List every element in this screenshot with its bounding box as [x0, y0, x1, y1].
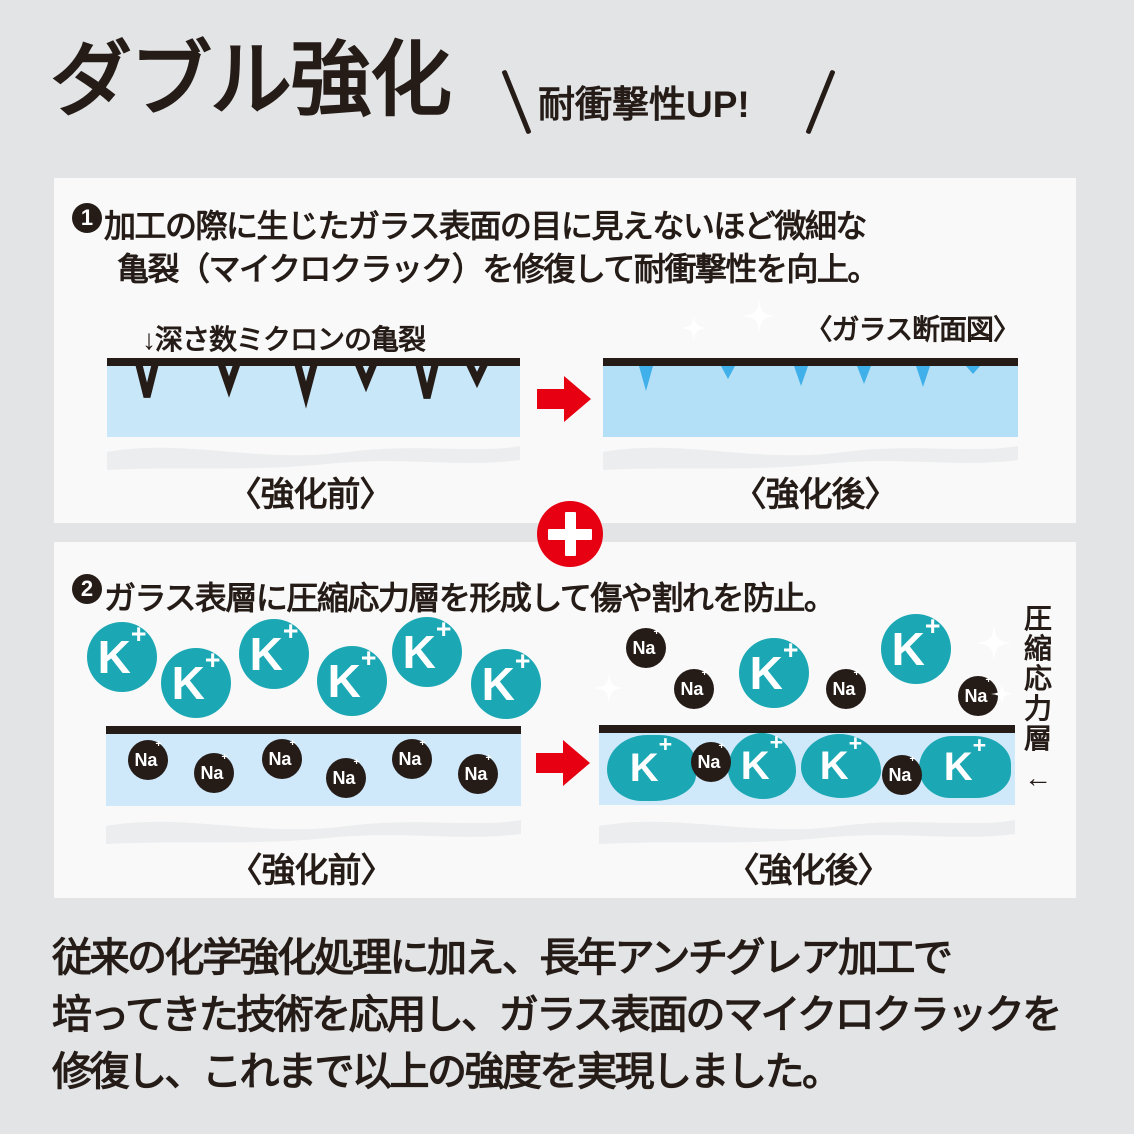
k-ion: K + [881, 613, 951, 684]
sparkle-icon [742, 299, 776, 333]
step-1-heading-line1: 加工の際に生じたガラス表面の目に見えないほど微細な [104, 208, 867, 244]
glass-wave [106, 820, 521, 844]
k-ion-blob: K + [606, 732, 696, 801]
arrow-right-icon [536, 740, 590, 786]
caption-before: 〈強化前〉 [227, 476, 394, 514]
sparkle-icon [594, 673, 624, 703]
na-ion: Na + [262, 738, 302, 779]
k-ion: K + [317, 645, 387, 716]
na-ion: Na + [826, 668, 866, 709]
step-2-heading-line1: ガラス表層に圧縮応力層を形成して傷や割れを防止。 [104, 580, 836, 616]
na-ion: Na + [626, 627, 666, 668]
caption-after: 〈強化後〉 [732, 476, 899, 514]
na-ion: Na + [326, 757, 366, 798]
k-ion: K + [739, 637, 809, 708]
k-ion: K + [239, 618, 309, 689]
glass-wave [603, 446, 1018, 470]
k-ion: K + [392, 616, 462, 687]
compressive-layer-callout: 圧縮応力層 ← [1018, 604, 1058, 794]
k-ion-blob: K + [919, 733, 1011, 798]
k-ion-blob: K + [728, 730, 796, 799]
panel-micro-crack: 1 加工の際に生じたガラス表面の目に見えないほど微細な 亀裂（マイクロクラック）… [54, 178, 1076, 523]
burst-slash-left-icon [501, 69, 532, 135]
compressive-layer-label: 圧縮応力層 [1023, 603, 1052, 754]
left-arrow-icon: ← [1024, 761, 1052, 793]
footer-paragraph: 従来の化学強化処理に加え、長年アンチグレア加工で 培ってきた技術を応用し、ガラス… [52, 930, 1112, 1101]
na-ion: Na + [691, 741, 731, 782]
glass-bar-before [107, 358, 520, 437]
na-ion: Na + [392, 738, 432, 779]
glass-bar-before: Na + Na + Na + Na + Na + Na + [106, 726, 521, 806]
sparkle-icon [681, 315, 707, 341]
sparkle-icon [976, 625, 1012, 661]
caption-before: 〈強化前〉 [228, 852, 395, 890]
glass-surface-line [106, 726, 521, 734]
na-ion: Na + [194, 752, 234, 793]
glass-bar-after: K + K + K + K + Na + Na + [599, 725, 1015, 805]
footer-line: 修復し、これまで以上の強度を実現しました。 [52, 1050, 842, 1094]
na-ion: Na + [128, 739, 168, 780]
glass-bar-after [603, 358, 1018, 437]
k-ion: K + [87, 621, 157, 692]
step-1-heading-line2: 亀裂（マイクロクラック）を修復して耐衝撃性を向上。 [117, 251, 879, 287]
step-1-badge: 1 [72, 203, 102, 233]
footer-line: 培ってきた技術を応用し、ガラス表面のマイクロクラックを [52, 993, 1062, 1037]
sparkle-icon [991, 683, 1013, 705]
caption-after: 〈強化後〉 [725, 852, 892, 890]
cross-section-label: 〈ガラス断面図〉 [804, 314, 1021, 345]
glass-wave [599, 820, 1015, 844]
burst-slash-right-icon [805, 69, 836, 135]
step-2-badge: 2 [72, 574, 102, 604]
glass-wave [107, 446, 520, 470]
glass-surface-line [599, 725, 1015, 733]
burst-label: 耐衝撃性UP! [538, 84, 750, 125]
k-ion-blob: K + [801, 731, 881, 798]
k-ion: K + [161, 647, 231, 718]
na-ion: Na + [458, 753, 498, 794]
footer-line: 従来の化学強化処理に加え、長年アンチグレア加工で [52, 936, 953, 980]
crack-depth-label: ↓深さ数ミクロンの亀裂 [142, 324, 426, 355]
na-ion: Na + [882, 754, 922, 795]
panel-ion-exchange: 2 ガラス表層に圧縮応力層を形成して傷や割れを防止。 Na + Na + Na + Na + N… [54, 542, 1076, 898]
arrow-right-icon [537, 376, 591, 422]
plus-icon [537, 501, 603, 567]
page-title: ダブル強化 [50, 35, 452, 126]
na-ion: Na + [674, 668, 714, 709]
k-ion: K + [471, 648, 541, 719]
glass-body [106, 734, 521, 806]
na-ion: Na + [958, 675, 998, 716]
